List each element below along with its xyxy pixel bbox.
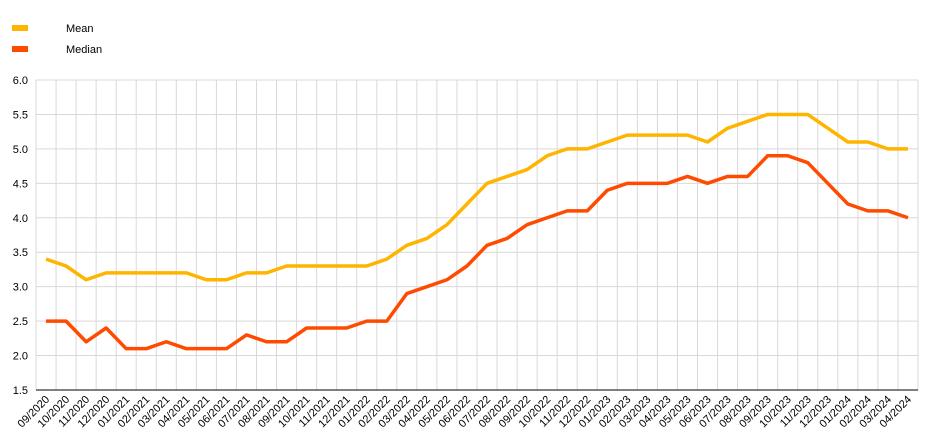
y-tick-label: 1.5 <box>13 385 28 397</box>
y-tick-label: 3.5 <box>13 247 28 259</box>
y-tick-label: 2.5 <box>13 316 28 328</box>
legend-swatch <box>12 46 28 52</box>
data-line <box>45 112 908 282</box>
y-tick-label: 4.0 <box>13 213 28 225</box>
y-tick-label: 5.5 <box>13 109 28 121</box>
y-tick-label: 2.0 <box>13 351 28 363</box>
legend-label: Mean <box>66 23 94 35</box>
y-tick-label: 3.0 <box>13 282 28 294</box>
y-tick-label: 5.0 <box>13 144 28 156</box>
data-line <box>46 154 909 351</box>
legend-label: Median <box>66 44 102 56</box>
y-tick-label: 6.0 <box>13 75 28 87</box>
legend-swatch <box>12 25 28 31</box>
y-tick-label: 4.5 <box>13 178 28 190</box>
